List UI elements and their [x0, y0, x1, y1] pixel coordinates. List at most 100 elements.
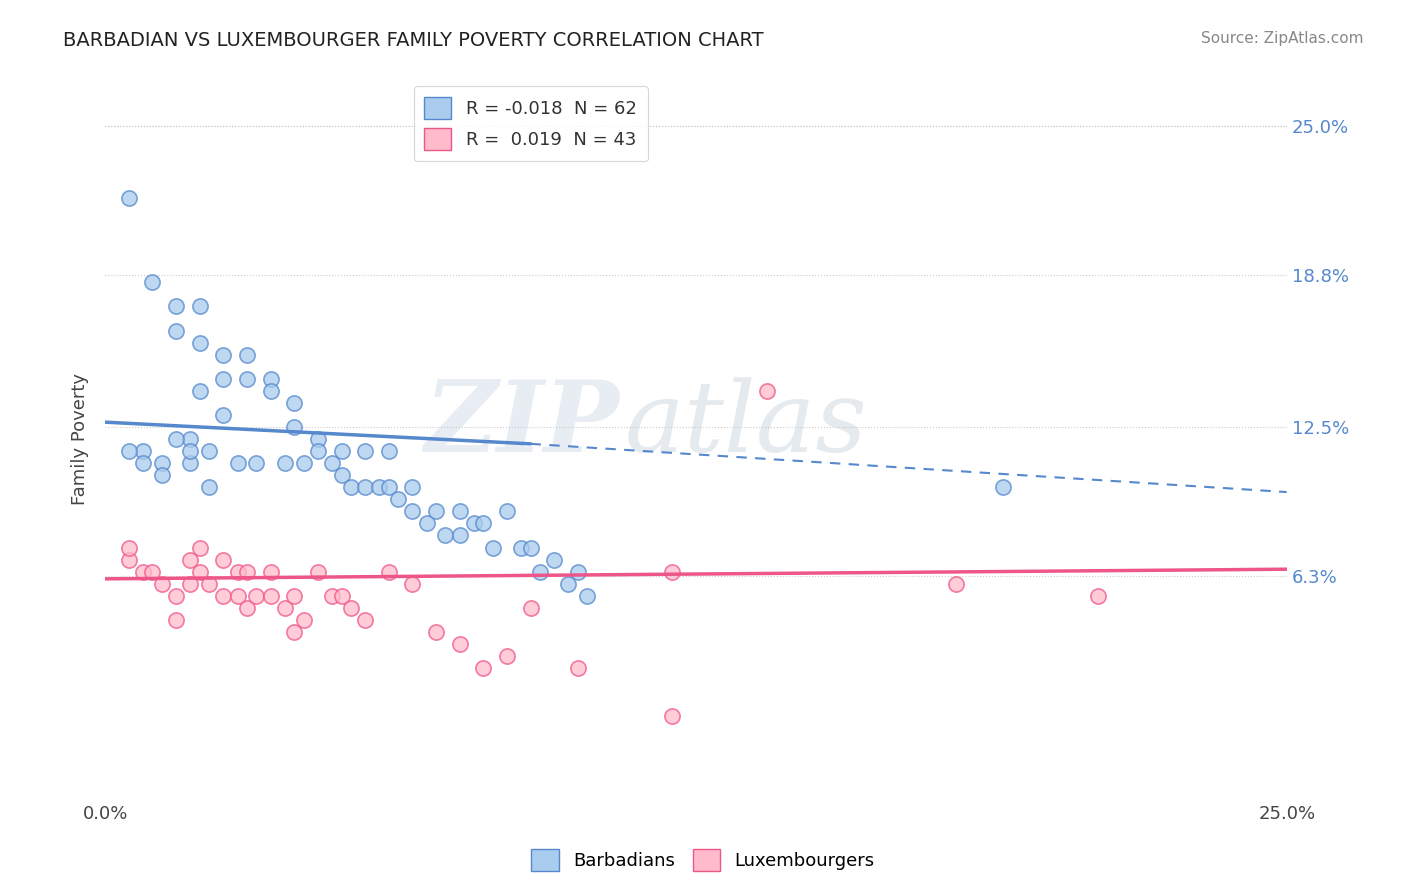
Legend: R = -0.018  N = 62, R =  0.019  N = 43: R = -0.018 N = 62, R = 0.019 N = 43 [413, 87, 648, 161]
Point [519, 600, 541, 615]
Point [226, 456, 249, 470]
Point [283, 589, 305, 603]
Point [449, 504, 471, 518]
Point [188, 335, 211, 350]
Point [401, 504, 423, 518]
Point [198, 480, 221, 494]
Point [283, 624, 305, 639]
Point [132, 565, 155, 579]
Point [188, 565, 211, 579]
Point [330, 589, 353, 603]
Point [141, 276, 163, 290]
Point [755, 384, 778, 398]
Point [354, 613, 377, 627]
Point [132, 456, 155, 470]
Point [321, 589, 343, 603]
Point [354, 444, 377, 458]
Point [259, 372, 281, 386]
Point [236, 372, 259, 386]
Point [425, 624, 447, 639]
Point [368, 480, 391, 494]
Point [661, 709, 683, 723]
Point [274, 456, 297, 470]
Point [188, 300, 211, 314]
Point [321, 456, 343, 470]
Point [212, 552, 235, 566]
Point [165, 300, 187, 314]
Point [212, 408, 235, 422]
Point [354, 480, 377, 494]
Point [188, 541, 211, 555]
Point [118, 541, 141, 555]
Point [425, 504, 447, 518]
Point [449, 637, 471, 651]
Point [307, 432, 329, 446]
Point [330, 444, 353, 458]
Point [292, 613, 315, 627]
Point [118, 552, 141, 566]
Point [236, 348, 259, 362]
Point [212, 348, 235, 362]
Point [165, 432, 187, 446]
Point [472, 516, 495, 531]
Point [179, 432, 201, 446]
Y-axis label: Family Poverty: Family Poverty [72, 373, 89, 505]
Point [463, 516, 485, 531]
Point [991, 480, 1014, 494]
Point [245, 456, 267, 470]
Point [401, 576, 423, 591]
Point [292, 456, 315, 470]
Point [567, 661, 589, 675]
Text: atlas: atlas [626, 377, 868, 472]
Text: BARBADIAN VS LUXEMBOURGER FAMILY POVERTY CORRELATION CHART: BARBADIAN VS LUXEMBOURGER FAMILY POVERTY… [63, 31, 763, 50]
Point [449, 528, 471, 542]
Point [945, 576, 967, 591]
Point [415, 516, 437, 531]
Point [179, 456, 201, 470]
Point [567, 565, 589, 579]
Point [661, 565, 683, 579]
Point [307, 444, 329, 458]
Point [307, 565, 329, 579]
Point [141, 565, 163, 579]
Point [226, 589, 249, 603]
Point [378, 480, 401, 494]
Point [236, 600, 259, 615]
Point [179, 552, 201, 566]
Point [576, 589, 599, 603]
Point [259, 384, 281, 398]
Point [340, 480, 363, 494]
Point [519, 541, 541, 555]
Text: ZIP: ZIP [425, 376, 619, 473]
Point [132, 444, 155, 458]
Point [179, 576, 201, 591]
Point [165, 324, 187, 338]
Legend: Barbadians, Luxembourgers: Barbadians, Luxembourgers [524, 842, 882, 879]
Point [212, 372, 235, 386]
Point [259, 589, 281, 603]
Point [496, 648, 519, 663]
Point [118, 191, 141, 205]
Point [150, 576, 173, 591]
Point [150, 456, 173, 470]
Point [543, 552, 565, 566]
Point [212, 589, 235, 603]
Point [188, 384, 211, 398]
Point [245, 589, 267, 603]
Point [165, 589, 187, 603]
Point [198, 444, 221, 458]
Point [118, 444, 141, 458]
Point [378, 565, 401, 579]
Point [165, 613, 187, 627]
Point [434, 528, 457, 542]
Point [198, 576, 221, 591]
Point [236, 565, 259, 579]
Point [179, 444, 201, 458]
Point [387, 492, 409, 507]
Point [401, 480, 423, 494]
Point [274, 600, 297, 615]
Point [496, 504, 519, 518]
Point [472, 661, 495, 675]
Point [510, 541, 533, 555]
Point [150, 468, 173, 483]
